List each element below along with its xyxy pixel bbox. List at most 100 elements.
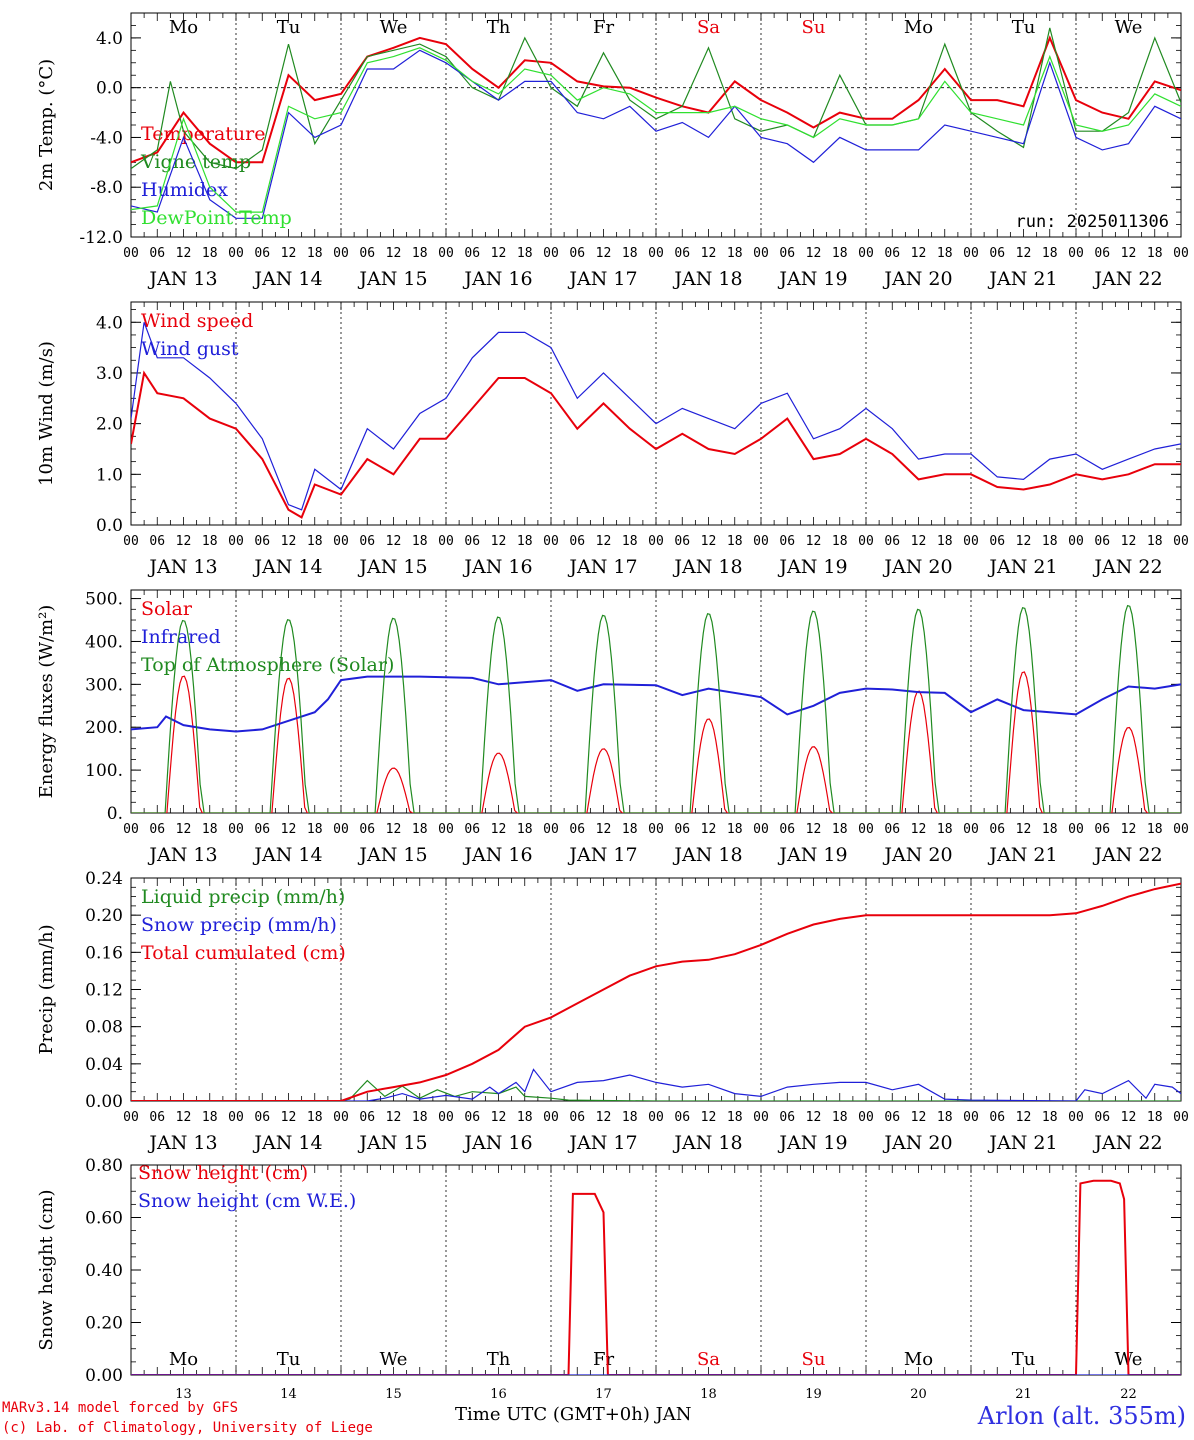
date-label: JAN 17 [567,268,637,290]
hour-label: 18 [937,246,953,261]
date-label: JAN 22 [1092,556,1162,578]
date-label: JAN 18 [672,556,742,578]
hour-label: 18 [412,1110,428,1125]
y-tick-label: 0.04 [85,1055,123,1075]
date-label: JAN 13 [147,268,217,290]
hour-label: 06 [149,1110,165,1125]
hour-label: 06 [674,1110,690,1125]
lab-credit: (c) Lab. of Climatology, University of L… [2,1420,373,1436]
day-name: Sa [697,1349,720,1370]
hour-label: 00 [123,1110,139,1125]
hour-label: 18 [622,822,638,837]
y-tick-label: 0.80 [85,1156,123,1176]
hour-label: 06 [779,1110,795,1125]
hour-label: 06 [569,246,585,261]
day-number: 13 [175,1387,192,1402]
hour-label: 00 [543,822,559,837]
hour-label: 18 [307,534,323,549]
hour-label: 06 [254,246,270,261]
y-tick-label: 2.0 [96,415,123,435]
y-tick-label: 0.12 [85,981,123,1001]
hour-label: 00 [333,822,349,837]
day-number: 21 [1015,1387,1032,1402]
hour-label: 06 [149,534,165,549]
day-name: Mo [904,17,933,38]
day-name: Su [802,1349,826,1370]
hour-label: 12 [806,1110,822,1125]
legend-entry: Top of Atmosphere (Solar) [141,654,394,676]
hour-label: 12 [806,822,822,837]
day-name: Sa [697,17,720,38]
hour-label: 18 [832,1110,848,1125]
hour-label: 00 [228,822,244,837]
hour-label: 00 [753,1110,769,1125]
hour-label: 06 [1094,822,1110,837]
day-number: 14 [280,1387,297,1402]
legend-entry: Snow height (cm W.E.) [138,1190,356,1212]
hour-label: 18 [727,246,743,261]
y-tick-label: -8.0 [90,178,123,198]
hour-label: 06 [989,1110,1005,1125]
hour-label: 12 [596,246,612,261]
day-name: We [380,17,408,38]
hour-label: 18 [832,246,848,261]
y-tick-label: 200. [85,718,123,738]
date-label: JAN 18 [672,268,742,290]
day-name: Fr [593,17,614,38]
hour-label: 12 [911,534,927,549]
hour-label: 12 [281,1110,297,1125]
y-tick-label: 0.00 [85,1092,123,1112]
hour-label: 18 [727,534,743,549]
hour-label: 06 [359,246,375,261]
y-tick-label: 0.16 [85,943,123,963]
hour-label: 06 [464,246,480,261]
hour-label: 06 [359,822,375,837]
hour-label: 12 [1016,534,1032,549]
legend-entry: Solar [141,598,193,620]
y-tick-label: 0.00 [85,1366,123,1386]
hour-label: 18 [202,822,218,837]
y-tick-label: 300. [85,675,123,695]
hour-label: 18 [412,822,428,837]
y-tick-label: 1.0 [96,465,123,485]
series-line [131,604,1181,813]
date-label: JAN 21 [987,268,1057,290]
hour-label: 06 [149,246,165,261]
hour-label: 00 [648,246,664,261]
y-tick-label: 0.20 [85,906,123,926]
date-label: JAN 15 [357,556,427,578]
hour-label: 18 [1147,246,1163,261]
hour-label: 12 [176,822,192,837]
hour-label: 18 [1147,534,1163,549]
hour-label: 12 [701,246,717,261]
legend-entry: Wind speed [141,310,253,332]
hour-label: 00 [753,822,769,837]
hour-label: 12 [1121,822,1137,837]
hour-label: 12 [176,534,192,549]
model-credit: MARv3.14 model forced by GFS [2,1400,239,1416]
hour-label: 06 [254,1110,270,1125]
date-label: JAN 19 [777,844,847,866]
hour-label: 06 [359,1110,375,1125]
day-name: Tu [277,17,301,38]
series-line [131,47,1181,213]
hour-label: 06 [989,822,1005,837]
hour-label: 18 [727,1110,743,1125]
y-axis-label: Snow height (cm) [36,1189,57,1350]
hour-label: 12 [281,246,297,261]
date-label: JAN 22 [1092,844,1162,866]
hour-label: 06 [1094,534,1110,549]
date-label: JAN 16 [462,1132,532,1154]
hour-label: 00 [123,822,139,837]
y-tick-label: 3.0 [96,364,123,384]
hour-label: 00 [438,1110,454,1125]
hour-label: 00 [1068,246,1084,261]
time-axis-title: Time UTC (GMT+0h) JAN [455,1404,692,1425]
series-line [131,1068,1181,1101]
hour-label: 18 [832,534,848,549]
hour-label: 12 [176,1110,192,1125]
hour-label: 06 [254,534,270,549]
series-line [131,671,1181,813]
hour-label: 00 [228,534,244,549]
